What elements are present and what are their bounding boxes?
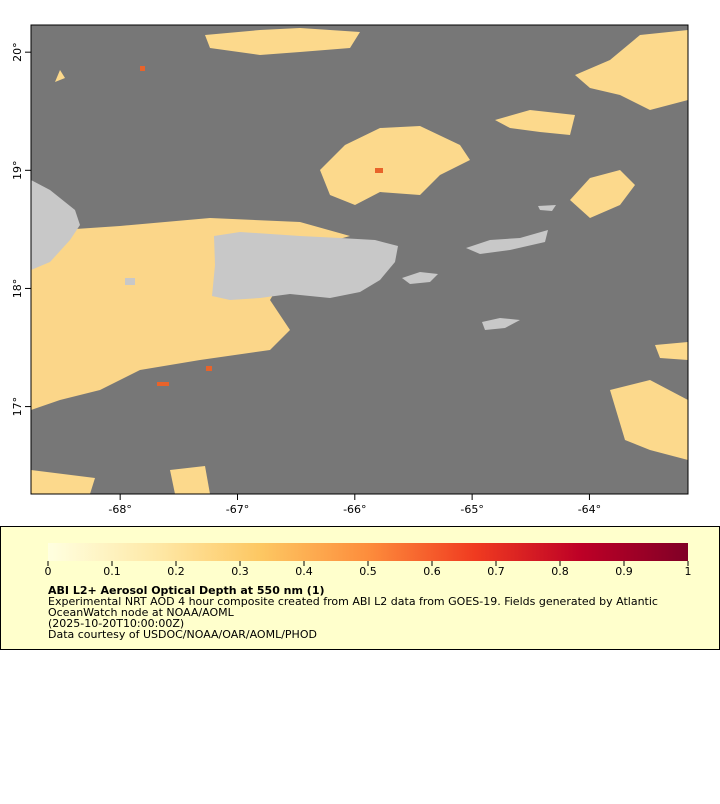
- aerosol-spots: [140, 66, 383, 386]
- legend-line: Experimental NRT AOD 4 hour composite cr…: [48, 595, 658, 608]
- y-tick-label: 19°: [11, 161, 24, 181]
- colorbar-tick-label: 0.8: [551, 565, 569, 578]
- x-tick-label: -67°: [226, 503, 249, 516]
- colorbar-tick-label: 1: [685, 565, 692, 578]
- map-frame: [30, 24, 689, 495]
- colorbar-tick-label: 0: [45, 565, 52, 578]
- colorbar-tick-label: 0.2: [167, 565, 185, 578]
- colorbar-tick-label: 0.6: [423, 565, 441, 578]
- colorbar-tick-label: 0.7: [487, 565, 505, 578]
- y-tick-label: 17°: [11, 397, 24, 417]
- colorbar-ticks: 0 0.1 0.2 0.3 0.4 0.5 0.6 0.7 0.8 0.9 1: [45, 561, 692, 578]
- legend-line: (2025-10-20T10:00:00Z): [48, 617, 184, 630]
- map: [31, 25, 688, 494]
- x-tick-label: -68°: [108, 503, 131, 516]
- colorbar-tick-label: 0.5: [359, 565, 377, 578]
- legend-line: Data courtesy of USDOC/NOAA/OAR/AOML/PHO…: [48, 628, 317, 641]
- legend-line: OceanWatch node at NOAA/AOML: [48, 606, 235, 619]
- colorbar-tick-label: 0.1: [103, 565, 121, 578]
- colorbar-tick-label: 0.4: [295, 565, 313, 578]
- x-tick-label: -64°: [578, 503, 601, 516]
- y-tick-label: 20°: [11, 42, 24, 62]
- legend-title: ABI L2+ Aerosol Optical Depth at 550 nm …: [48, 584, 325, 597]
- x-tick-label: -65°: [460, 503, 483, 516]
- y-tick-label: 18°: [11, 279, 24, 299]
- land: [31, 180, 556, 330]
- axes: -68° -67° -66° -65° -64° 17° 18° 19° 20°: [11, 42, 601, 516]
- x-tick-label: -66°: [343, 503, 366, 516]
- colorbar-tick-label: 0.9: [615, 565, 633, 578]
- colorbar-tick-label: 0.3: [231, 565, 249, 578]
- colorbar: [48, 543, 688, 561]
